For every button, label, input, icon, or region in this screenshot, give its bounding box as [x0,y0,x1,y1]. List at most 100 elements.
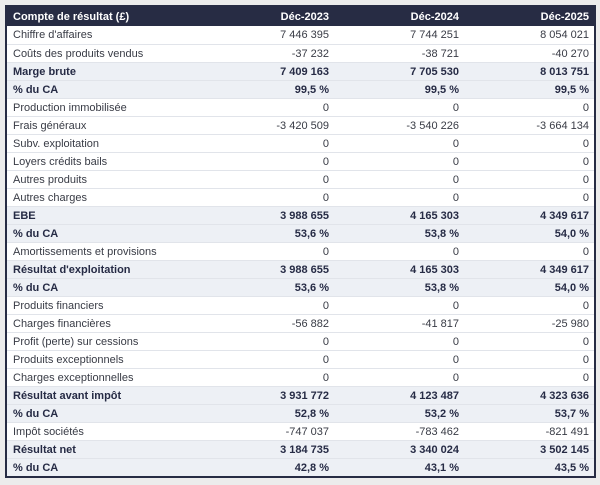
table-row: Production immobilisée 0 0 0 [7,98,594,116]
row-value: 0 [582,191,589,204]
table-row: Profit (perte) sur cessions 0 0 0 [7,332,594,350]
table-row: Charges financières -56 882 -41 817 -25 980 [7,314,594,332]
row-label: % du CA [13,281,59,294]
row-label: Marge brute [13,65,76,78]
row-value: 7 409 163 [280,65,329,78]
row-value: 3 988 655 [280,209,329,222]
row-value: 0 [582,299,589,312]
table-row: Résultat avant impôt 3 931 772 4 123 487 4 … [7,386,594,404]
row-value: 0 [582,137,589,150]
row-value: 0 [452,371,459,384]
row-value: 42,8 % [294,461,329,474]
row-value: -37 232 [291,47,329,60]
column-header-dec-2023: Déc-2023 [280,10,329,23]
row-label: Autres charges [13,191,87,204]
row-value: 0 [322,155,329,168]
row-value: -40 270 [551,47,589,60]
table-row: Résultat net 3 184 735 3 340 024 3 502 145 [7,440,594,458]
row-value: 0 [582,155,589,168]
row-label: % du CA [13,461,59,474]
row-value: -821 491 [545,425,589,438]
column-header-dec-2025: Déc-2025 [540,10,589,23]
table-row: % du CA 53,6 % 53,8 % 54,0 % [7,224,594,242]
row-value: 53,8 % [424,227,459,240]
row-value: 0 [582,173,589,186]
row-value: 54,0 % [554,281,589,294]
row-value: 3 988 655 [280,263,329,276]
row-value: 99,5 % [424,83,459,96]
row-value: 4 349 617 [540,209,589,222]
row-value: 0 [582,245,589,258]
row-value: 0 [452,191,459,204]
row-value: 0 [322,353,329,366]
row-value: -25 980 [551,317,589,330]
table-row: % du CA 99,5 % 99,5 % 99,5 % [7,80,594,98]
row-value: 4 123 487 [410,389,459,402]
row-value: 53,2 % [424,407,459,420]
row-value: 7 744 251 [410,29,459,41]
row-value: 0 [452,353,459,366]
row-value: 0 [582,371,589,384]
row-value: 43,5 % [554,461,589,474]
row-label: Profit (perte) sur cessions [13,335,139,348]
table-row: Loyers crédits bails 0 0 0 [7,152,594,170]
row-value: 53,8 % [424,281,459,294]
row-value: 54,0 % [554,227,589,240]
row-label: Impôt sociétés [13,425,84,438]
row-label: % du CA [13,83,59,96]
table-row: Autres charges 0 0 0 [7,188,594,206]
row-value: 4 323 636 [540,389,589,402]
row-value: 0 [452,137,459,150]
table-row: Produits exceptionnels 0 0 0 [7,350,594,368]
table-row: EBE 3 988 655 4 165 303 4 349 617 [7,206,594,224]
table-row: Coûts des produits vendus -37 232 -38 721 -… [7,44,594,62]
row-value: 4 349 617 [540,263,589,276]
row-value: 99,5 % [294,83,329,96]
table-row: Produits financiers 0 0 0 [7,296,594,314]
table-row: Chiffre d'affaires 7 446 395 7 744 251 8 05… [7,26,594,44]
row-value: 8 013 751 [540,65,589,78]
row-label: Amortissements et provisions [13,245,157,258]
row-value: 0 [452,101,459,114]
row-value: 3 340 024 [410,443,459,456]
row-label: Coûts des produits vendus [13,47,144,60]
row-value: -38 721 [421,47,459,60]
row-label: Loyers crédits bails [13,155,108,168]
row-value: 53,6 % [294,281,329,294]
table-body: Chiffre d'affaires 7 446 395 7 744 251 8 05… [7,26,594,476]
row-value: -56 882 [291,317,329,330]
row-value: 7 446 395 [280,29,329,41]
table-row: Subv. exploitation 0 0 0 [7,134,594,152]
row-value: 53,7 % [554,407,589,420]
table-row: Charges exceptionnelles 0 0 0 [7,368,594,386]
row-label: Autres produits [13,173,87,186]
row-value: 0 [452,173,459,186]
row-value: 99,5 % [554,83,589,96]
row-value: 0 [322,137,329,150]
row-value: 4 165 303 [410,263,459,276]
row-value: 0 [582,101,589,114]
table-row: Frais généraux -3 420 509 -3 540 226 -3 664… [7,116,594,134]
row-value: 0 [452,299,459,312]
row-label: Produits financiers [13,299,104,312]
table-row: % du CA 52,8 % 53,2 % 53,7 % [7,404,594,422]
row-label: % du CA [13,227,59,240]
row-value: 0 [322,299,329,312]
row-label: Chiffre d'affaires [13,29,93,41]
table-row: % du CA 42,8 % 43,1 % 43,5 % [7,458,594,476]
row-value: 3 184 735 [280,443,329,456]
row-value: 0 [582,335,589,348]
table-title: Compte de résultat (£) [13,10,130,23]
row-value: 52,8 % [294,407,329,420]
row-value: 8 054 021 [540,29,589,41]
table-row: Autres produits 0 0 0 [7,170,594,188]
table-row: % du CA 53,6 % 53,8 % 54,0 % [7,278,594,296]
row-label: Subv. exploitation [13,137,100,150]
row-value: 0 [582,353,589,366]
row-value: 0 [322,371,329,384]
row-label: Produits exceptionnels [13,353,124,366]
row-label: % du CA [13,407,59,420]
table-row: Résultat d'exploitation 3 988 655 4 165 30… [7,260,594,278]
table-header-row: Compte de résultat (£) Déc-2023 Déc-2024… [7,7,594,26]
row-value: -3 664 134 [536,119,589,132]
